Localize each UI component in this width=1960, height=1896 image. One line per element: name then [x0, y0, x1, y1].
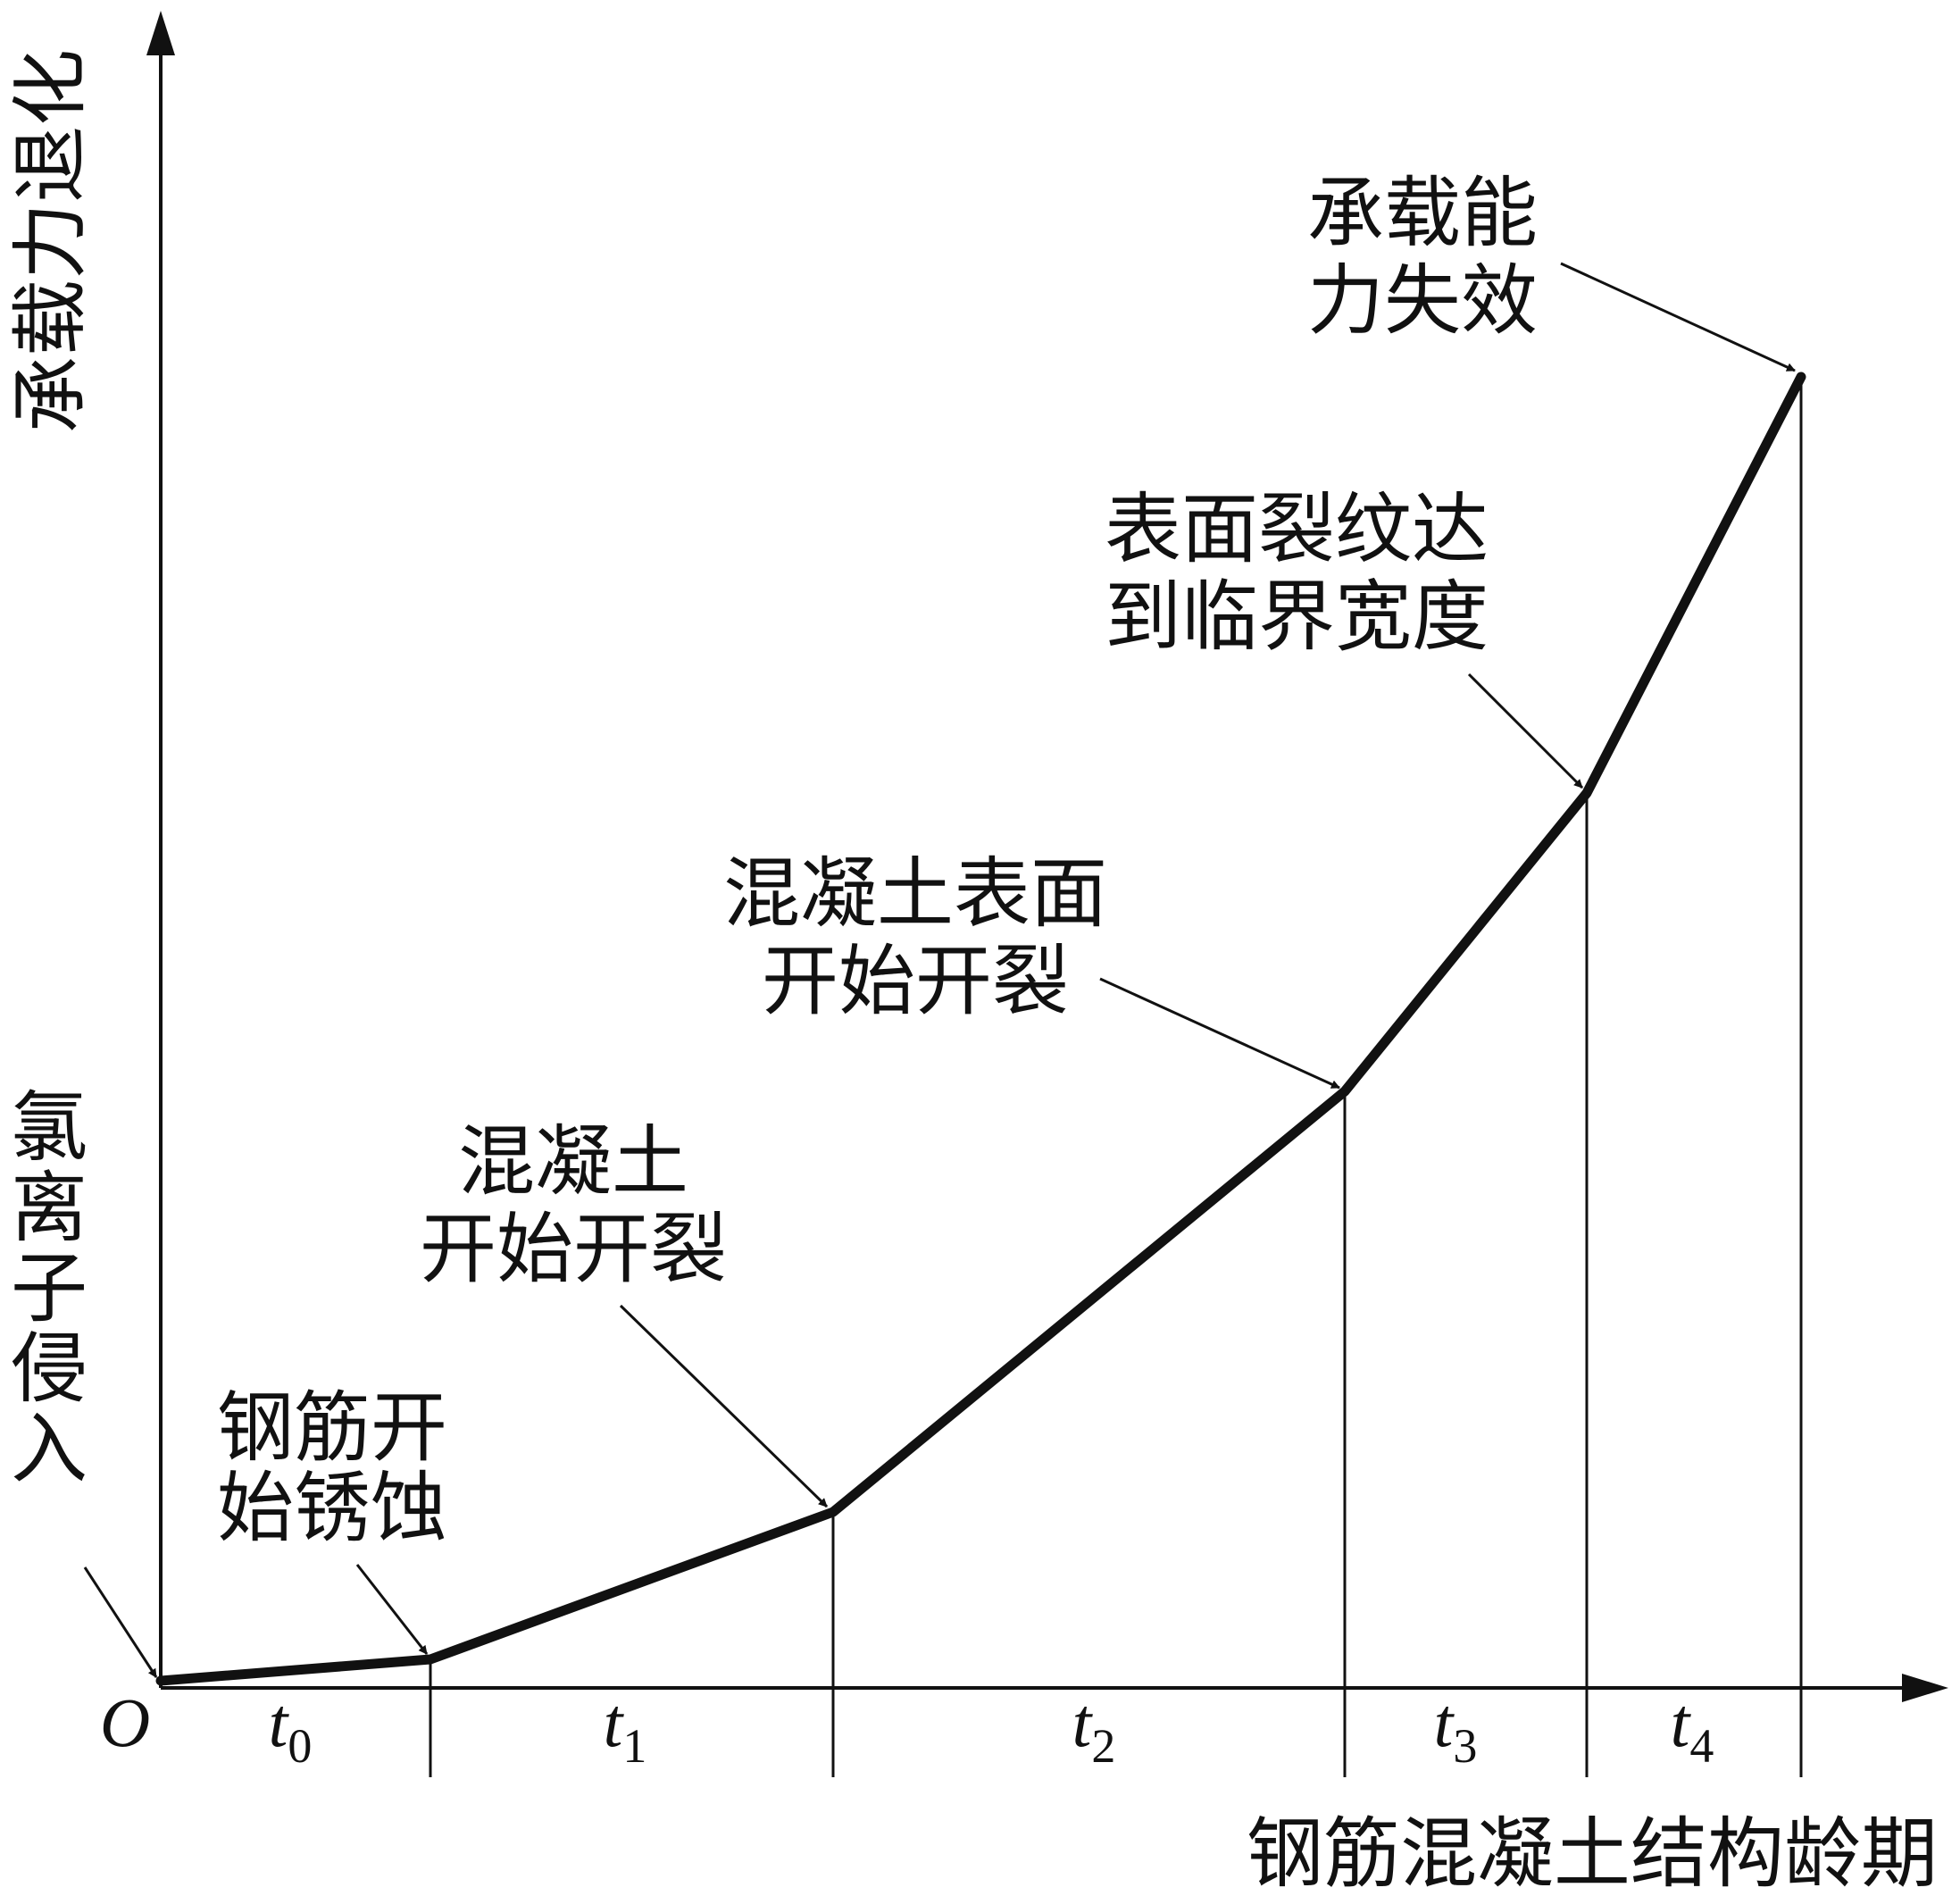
x-axis-arrow-icon [1902, 1674, 1948, 1702]
annotation-failure: 承载能 力失效 [1307, 169, 1538, 346]
annotation-concrete-crack: 混凝土 开始开裂 [420, 1117, 727, 1294]
concrete-crack-arrow [619, 1304, 829, 1508]
annotation-concrete-crack-line: 混凝土 [458, 1117, 688, 1207]
annotation-chloride: 氯 离 子 侵 入 [11, 1083, 88, 1494]
annotation-chloride-line: 入 [11, 1405, 88, 1494]
annotation-rebar-corrosion-line: 始锈蚀 [217, 1464, 447, 1553]
critical-width-arrow [1467, 672, 1584, 789]
annotation-chloride-line: 氯 [11, 1083, 88, 1173]
y-axis-label: 承载力退化 [6, 49, 96, 433]
interval-label-t1: t1 [604, 1683, 647, 1773]
annotation-rebar-corrosion: 钢筋开 始锈蚀 [217, 1383, 447, 1553]
interval-label-t4: t4 [1671, 1683, 1714, 1773]
x-axis-label: 钢筋混凝土结构龄期 [1247, 1809, 1938, 1896]
surface-crack-arrow [1099, 977, 1340, 1090]
annotation-critical-width: 表面裂纹达 到临界宽度 [1105, 485, 1489, 662]
annotation-rebar-corrosion-line: 钢筋开 [217, 1383, 447, 1473]
annotation-critical-width-line: 表面裂纹达 [1105, 485, 1489, 574]
annotation-surface-crack-line: 混凝土表面 [723, 849, 1107, 939]
annotation-surface-crack: 混凝土表面 开始开裂 [723, 849, 1107, 1026]
annotation-failure-line: 承载能 [1307, 169, 1538, 258]
chloride-arrow [83, 1566, 158, 1678]
degradation-curve [155, 372, 1806, 1686]
annotation-failure-line: 力失效 [1307, 256, 1538, 346]
y-axis-arrow-icon [146, 11, 175, 55]
interval-label-t0: t0 [269, 1683, 313, 1773]
annotation-concrete-crack-line: 开始开裂 [420, 1205, 727, 1294]
annotation-surface-crack-line: 开始开裂 [762, 937, 1069, 1026]
interval-label-t2: t2 [1072, 1683, 1116, 1773]
interval-label-t3: t3 [1434, 1683, 1478, 1773]
annotation-chloride-line: 侵 [11, 1324, 88, 1414]
annotation-critical-width-line: 到临界宽度 [1105, 572, 1489, 662]
rebar-corrosion-arrow [355, 1564, 429, 1655]
annotation-chloride-line: 子 [11, 1244, 88, 1333]
annotation-chloride-line: 离 [11, 1164, 88, 1253]
failure-arrow [1560, 262, 1796, 372]
origin-label: O [100, 1683, 150, 1761]
